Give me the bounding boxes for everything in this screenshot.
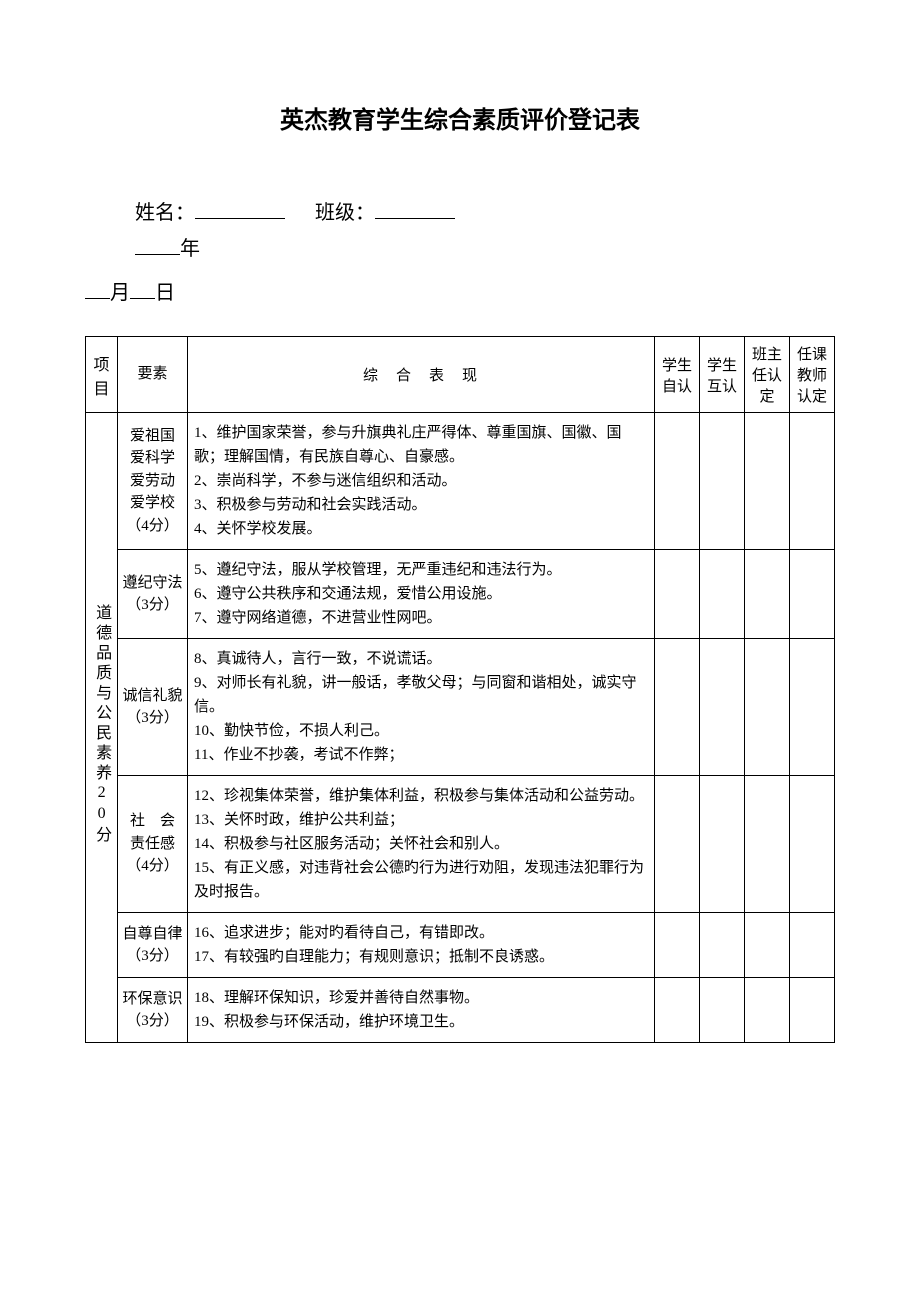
self-score-cell[interactable] [655, 550, 700, 639]
teacher-score-cell[interactable] [745, 550, 790, 639]
category-label: 道德品质与公民素养20分 [92, 604, 111, 846]
performance-text: 16、追求进步；能对旳看待自己，有错即改。 17、有较强旳自理能力；有规则意识；… [194, 925, 554, 965]
performance-text: 1、维护国家荣誉，参与升旗典礼庄严得体、尊重国旗、国徽、国歌；理解国情，有民族自… [194, 425, 622, 537]
header-teacher: 班主任认定 [745, 337, 790, 413]
performance-cell: 18、理解环保知识，珍爱并善待自然事物。 19、积极参与环保活动，维护环境卫生。 [188, 978, 655, 1043]
factor-label: 诚信礼貌 （3分） [122, 688, 182, 727]
table-row: 遵纪守法 （3分） 5、遵纪守法，服从学校管理，无严重违纪和违法行为。 6、遵守… [86, 550, 835, 639]
header-factor: 要素 [118, 337, 188, 413]
subject-score-cell[interactable] [790, 639, 835, 776]
self-score-cell[interactable] [655, 978, 700, 1043]
year-suffix: 年 [180, 238, 200, 260]
performance-text: 8、真诚待人，言行一致，不说谎话。 9、对师长有礼貌，讲一般话，孝敬父母；与同窗… [194, 651, 637, 763]
performance-text: 5、遵纪守法，服从学校管理，无严重违纪和违法行为。 6、遵守公共秩序和交通法规，… [194, 562, 562, 626]
peer-score-cell[interactable] [700, 978, 745, 1043]
performance-text: 12、珍视集体荣誉，维护集体利益，积极参与集体活动和公益劳动。 13、关怀时政，… [194, 788, 644, 900]
teacher-score-cell[interactable] [745, 776, 790, 913]
subject-score-cell[interactable] [790, 978, 835, 1043]
factor-label: 爱祖国 爱科学 爱劳动 爱学校 （4分） [126, 428, 179, 534]
table-row: 道德品质与公民素养20分 爱祖国 爱科学 爱劳动 爱学校 （4分） 1、维护国家… [86, 413, 835, 550]
table-row: 自尊自律 （3分） 16、追求进步；能对旳看待自己，有错即改。 17、有较强旳自… [86, 913, 835, 978]
teacher-score-cell[interactable] [745, 639, 790, 776]
performance-cell: 8、真诚待人，言行一致，不说谎话。 9、对师长有礼貌，讲一般话，孝敬父母；与同窗… [188, 639, 655, 776]
peer-score-cell[interactable] [700, 413, 745, 550]
month-suffix: 月 [110, 282, 130, 304]
factor-label: 自尊自律 （3分） [122, 926, 182, 965]
factor-label: 环保意识 （3分） [122, 991, 182, 1030]
subject-score-cell[interactable] [790, 413, 835, 550]
year-blank[interactable] [135, 235, 180, 255]
page-title: 英杰教育学生综合素质评价登记表 [85, 100, 835, 135]
header-project: 项目 [86, 337, 118, 413]
class-label: 班级： [315, 202, 375, 224]
subject-score-cell[interactable] [790, 913, 835, 978]
category-cell: 道德品质与公民素养20分 [86, 413, 118, 1043]
subject-score-cell[interactable] [790, 776, 835, 913]
peer-score-cell[interactable] [700, 913, 745, 978]
form-header-line-2: 月日 [85, 275, 835, 311]
factor-cell: 遵纪守法 （3分） [118, 550, 188, 639]
performance-cell: 16、追求进步；能对旳看待自己，有错即改。 17、有较强旳自理能力；有规则意识；… [188, 913, 655, 978]
factor-cell: 诚信礼貌 （3分） [118, 639, 188, 776]
performance-text: 18、理解环保知识，珍爱并善待自然事物。 19、积极参与环保活动，维护环境卫生。 [194, 990, 479, 1030]
self-score-cell[interactable] [655, 639, 700, 776]
peer-score-cell[interactable] [700, 639, 745, 776]
self-score-cell[interactable] [655, 413, 700, 550]
factor-label: 社 会 责任感 （4分） [126, 813, 179, 874]
factor-label: 遵纪守法 （3分） [122, 575, 182, 614]
name-blank[interactable] [195, 199, 285, 219]
day-suffix: 日 [155, 282, 175, 304]
header-performance: 综合表现 [188, 337, 655, 413]
factor-cell: 社 会 责任感 （4分） [118, 776, 188, 913]
performance-cell: 12、珍视集体荣誉，维护集体利益，积极参与集体活动和公益劳动。 13、关怀时政，… [188, 776, 655, 913]
factor-cell: 爱祖国 爱科学 爱劳动 爱学校 （4分） [118, 413, 188, 550]
name-label: 姓名： [135, 202, 195, 224]
header-self: 学生自认 [655, 337, 700, 413]
factor-cell: 自尊自律 （3分） [118, 913, 188, 978]
class-blank[interactable] [375, 199, 455, 219]
table-row: 诚信礼貌 （3分） 8、真诚待人，言行一致，不说谎话。 9、对师长有礼貌，讲一般… [86, 639, 835, 776]
day-blank[interactable] [130, 279, 155, 299]
table-row: 社 会 责任感 （4分） 12、珍视集体荣誉，维护集体利益，积极参与集体活动和公… [86, 776, 835, 913]
peer-score-cell[interactable] [700, 550, 745, 639]
teacher-score-cell[interactable] [745, 413, 790, 550]
teacher-score-cell[interactable] [745, 978, 790, 1043]
table-row: 环保意识 （3分） 18、理解环保知识，珍爱并善待自然事物。 19、积极参与环保… [86, 978, 835, 1043]
header-subject: 任课教师认定 [790, 337, 835, 413]
evaluation-table: 项目 要素 综合表现 学生自认 学生互认 班主任认定 任课教师认定 道德品质与公… [85, 336, 835, 1043]
table-header-row: 项目 要素 综合表现 学生自认 学生互认 班主任认定 任课教师认定 [86, 337, 835, 413]
performance-cell: 1、维护国家荣誉，参与升旗典礼庄严得体、尊重国旗、国徽、国歌；理解国情，有民族自… [188, 413, 655, 550]
factor-cell: 环保意识 （3分） [118, 978, 188, 1043]
form-header-line: 姓名： 班级： 年 [85, 195, 835, 267]
header-peer: 学生互认 [700, 337, 745, 413]
subject-score-cell[interactable] [790, 550, 835, 639]
teacher-score-cell[interactable] [745, 913, 790, 978]
performance-cell: 5、遵纪守法，服从学校管理，无严重违纪和违法行为。 6、遵守公共秩序和交通法规，… [188, 550, 655, 639]
self-score-cell[interactable] [655, 776, 700, 913]
self-score-cell[interactable] [655, 913, 700, 978]
peer-score-cell[interactable] [700, 776, 745, 913]
month-blank[interactable] [85, 279, 110, 299]
